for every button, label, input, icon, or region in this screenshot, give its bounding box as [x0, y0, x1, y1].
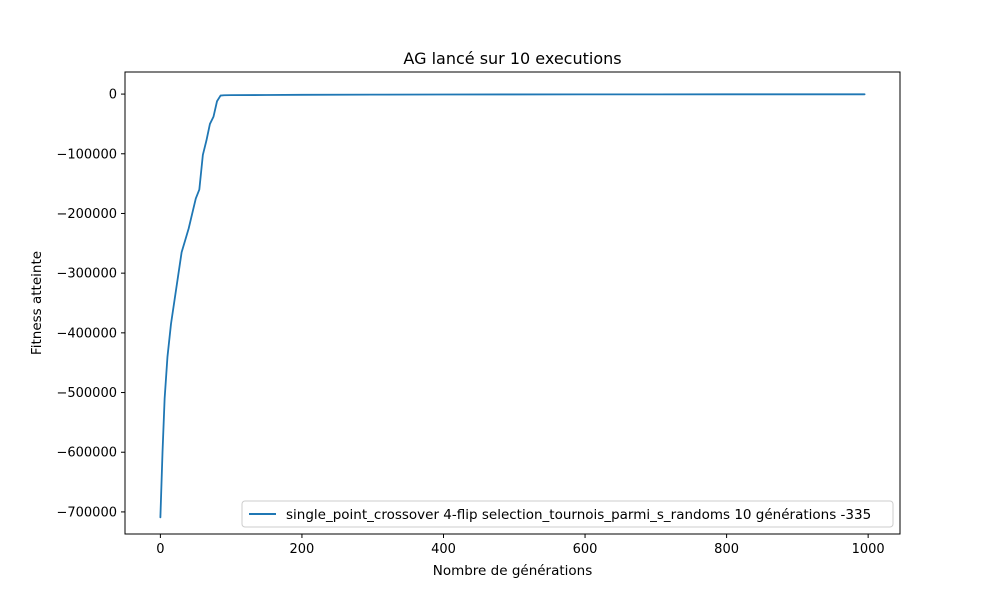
x-tick-label: 0	[156, 542, 164, 557]
legend: single_point_crossover 4-flip selection_…	[241, 500, 894, 528]
series-line-0	[159, 93, 866, 519]
y-axis: 0 −100000 −200000 −300000 −400000 −500000 −600…	[56, 88, 125, 520]
series-layer	[159, 93, 866, 519]
legend-label: single_point_crossover 4-flip selection_…	[286, 507, 871, 523]
y-tick-label: −200000	[56, 207, 117, 222]
y-tick-label: −100000	[56, 147, 117, 162]
x-tick-label: 200	[290, 542, 315, 557]
x-tick-label: 800	[714, 542, 739, 557]
y-tick-label: −500000	[56, 386, 117, 401]
x-tick-label: 1000	[852, 542, 885, 557]
y-tick-label: −300000	[56, 267, 117, 282]
y-tick-label: 0	[109, 88, 117, 103]
y-tick-label: −400000	[56, 326, 117, 341]
y-axis-title: Fitness atteinte	[29, 251, 45, 355]
y-tick-label: −600000	[56, 446, 117, 461]
y-tick-label: −700000	[56, 505, 117, 520]
plot-area	[124, 71, 901, 535]
x-tick-label: 400	[431, 542, 456, 557]
x-axis: 0 200 400 600 800 1000	[156, 534, 885, 557]
legend-box	[241, 500, 894, 528]
chart-title: AG lancé sur 10 executions	[403, 49, 621, 68]
x-tick-label: 600	[573, 542, 598, 557]
plot-frame	[124, 71, 901, 535]
x-axis-title: Nombre de générations	[433, 563, 593, 579]
